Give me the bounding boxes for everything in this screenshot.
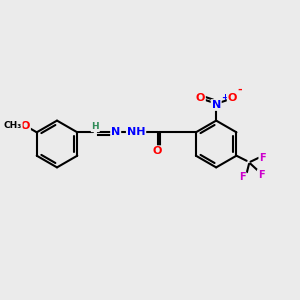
Text: N: N [111,127,120,137]
Text: F: F [259,153,266,163]
Text: O: O [21,121,30,131]
Text: -: - [237,85,242,95]
Text: CH₃: CH₃ [4,121,22,130]
Text: F: F [258,170,264,180]
Text: H: H [92,122,99,131]
Text: O: O [196,93,205,103]
Text: O: O [153,146,162,156]
Text: F: F [239,172,246,182]
Text: N: N [212,100,221,110]
Text: +: + [221,93,228,102]
Text: O: O [228,93,237,103]
Text: NH: NH [127,127,145,137]
